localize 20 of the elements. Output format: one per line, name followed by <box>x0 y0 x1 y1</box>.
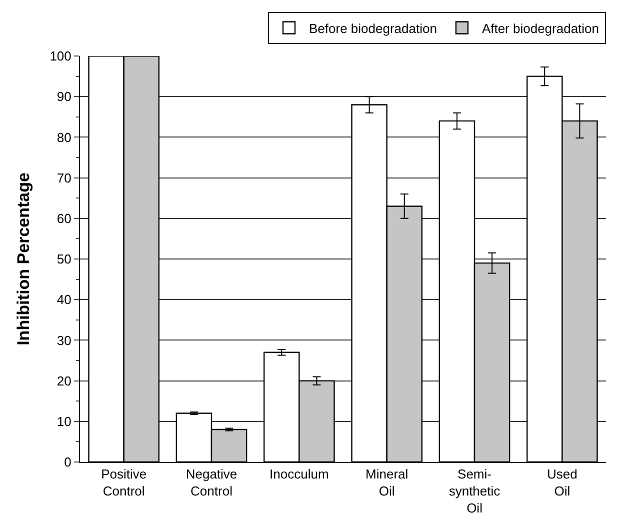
x-tick-label: Inocculum <box>270 466 329 482</box>
y-tick-label: 10 <box>56 414 72 429</box>
y-tick-label: 70 <box>56 170 72 186</box>
y-tick-label: 90 <box>56 89 72 104</box>
y-tick-label: 0 <box>64 454 72 470</box>
x-tick-label: Negative Control <box>186 466 238 498</box>
y-tick-label: 80 <box>56 130 72 145</box>
y-tick-label: 30 <box>56 332 72 348</box>
y-tick-label: 20 <box>56 373 72 388</box>
legend-label: After biodegradation <box>482 20 600 36</box>
y-tick-label: 50 <box>56 252 72 267</box>
y-tick-label: 40 <box>56 292 72 308</box>
y-tick-label: 60 <box>56 210 72 226</box>
x-tick-label: Mineral Oil <box>366 466 408 498</box>
x-tick-label: Used Oil <box>546 466 578 498</box>
x-tick-label: Semi- synthetic Oil <box>448 466 501 516</box>
y-tick-label: 100 <box>50 48 72 64</box>
y-axis-title: Inhibition Percentage <box>14 172 34 346</box>
x-tick-label: Positive Control <box>101 466 147 498</box>
legend-label: Before biodegradation <box>309 20 437 36</box>
